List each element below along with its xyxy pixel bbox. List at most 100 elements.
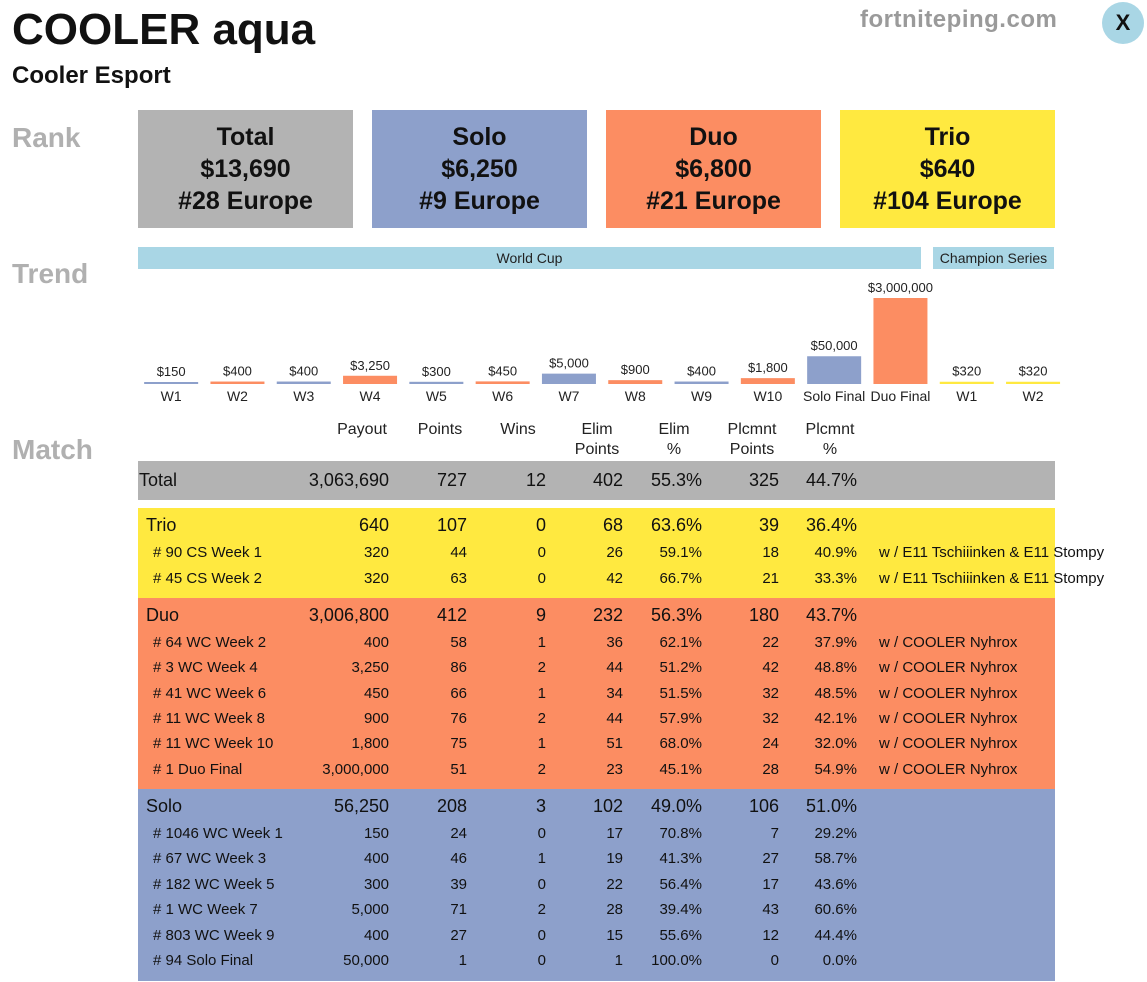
cell-plc-pct: 44.4%	[814, 927, 857, 944]
total-band	[138, 461, 1055, 500]
cell-plc-points: 325	[748, 470, 779, 490]
table-row[interactable]: # 803 WC Week 9 400 27 0 15 55.6% 12 44.4%	[0, 923, 1147, 948]
group-summary-row[interactable]: Duo 3,006,800 412 9 232 56.3% 180 43.7%	[0, 603, 1147, 628]
row-label: # 90 CS Week 1	[153, 544, 262, 561]
column-header-points[interactable]: Points	[417, 421, 463, 438]
cell-plc-points: 17	[762, 876, 779, 893]
cell-plc-pct: 29.2%	[814, 825, 857, 842]
cell-payout: 400	[363, 927, 389, 944]
cell-elim-points: 102	[592, 796, 623, 816]
column-header-payout[interactable]: Payout	[337, 421, 387, 438]
table-row[interactable]: # 11 WC Week 8 900 76 2 44 57.9% 32 42.1% w / CO…	[0, 706, 1147, 731]
column-header-wins[interactable]: Wins	[500, 421, 536, 438]
trend-category-label: W5	[426, 388, 447, 404]
trend-category-label: W7	[558, 388, 579, 404]
table-row[interactable]: # 90 CS Week 1 320 44 0 26 59.1% 18 40.9% w / E1…	[0, 540, 1147, 565]
cell-plc-pct: 58.7%	[814, 850, 857, 867]
cell-elim-points: 44	[606, 659, 623, 676]
section-label-rank: Rank	[12, 122, 81, 153]
trend-bar	[608, 380, 663, 384]
cell-wins: 2	[537, 710, 546, 727]
table-row[interactable]: # 1 WC Week 7 5,000 71 2 28 39.4% 43 60.6%	[0, 897, 1147, 922]
cell-points: 27	[450, 927, 467, 944]
table-row[interactable]: # 41 WC Week 6 450 66 1 34 51.5% 32 48.5% w / CO…	[0, 681, 1147, 706]
rank-card-rank: #21 Europe	[646, 187, 781, 215]
cell-points: 63	[450, 570, 467, 587]
cell-payout: 3,000,000	[322, 761, 389, 778]
cell-partner: w / COOLER Nyhrox	[879, 761, 1018, 778]
cell-points: 39	[450, 876, 467, 893]
column-header-elim-points[interactable]: Elim Points	[574, 421, 620, 458]
cell-points: 58	[450, 634, 467, 651]
trend-value-label: $400	[289, 364, 318, 379]
cell-wins: 2	[537, 659, 546, 676]
cell-points: 44	[450, 544, 467, 561]
trend-bar	[276, 381, 331, 384]
trend-bar	[740, 378, 795, 384]
column-header-plc-pct[interactable]: Plcmnt %	[805, 421, 855, 458]
table-row[interactable]: # 11 WC Week 10 1,800 75 1 51 68.0% 24 32.0% w /…	[0, 731, 1147, 756]
group-band	[138, 598, 1055, 790]
table-row[interactable]: # 67 WC Week 3 400 46 1 19 41.3% 27 58.7%	[0, 846, 1147, 871]
cell-wins: 12	[525, 470, 546, 490]
column-header-elim-pct[interactable]: Elim %	[658, 421, 690, 458]
column-header-plc-points[interactable]: Plcmnt Points	[727, 421, 777, 458]
trend-value-label: $3,250	[350, 358, 390, 373]
trend-bar	[541, 373, 596, 384]
trend-value-label: $320	[952, 364, 981, 379]
cell-payout: 320	[363, 570, 389, 587]
trend-chart: $150 W1 $400 W2 $400 W3 $3,250 W4 $300 W5 $450 W6 $5…	[144, 280, 1061, 404]
cell-payout: 50,000	[343, 952, 389, 969]
site-logo[interactable]: fortniteping.com	[860, 6, 1058, 33]
table-row[interactable]: # 1046 WC Week 1 150 24 0 17 70.8% 7 29.2%	[0, 821, 1147, 846]
rank-card-trio: Trio $640 #104 Europe	[840, 110, 1055, 228]
table-row[interactable]: # 3 WC Week 4 3,250 86 2 44 51.2% 42 48.8% w / C…	[0, 655, 1147, 680]
rank-card-total: Total $13,690 #28 Europe	[138, 110, 353, 228]
table-row[interactable]: # 182 WC Week 5 300 39 0 22 56.4% 17 43.6%	[0, 872, 1147, 897]
trend-bar	[210, 381, 265, 384]
cell-wins: 2	[537, 761, 546, 778]
cell-payout: 300	[363, 876, 389, 893]
cell-elim-points: 19	[606, 850, 623, 867]
trend-category-label: Duo Final	[870, 388, 930, 404]
cell-wins: 0	[537, 952, 546, 969]
trend-value-label: $450	[488, 363, 517, 378]
row-label: # 41 WC Week 6	[153, 685, 267, 702]
total-row[interactable]: Total 3,063,690 727 12 402 55.3% 325 44.7%	[0, 468, 1147, 493]
cell-wins: 0	[537, 876, 546, 893]
table-row[interactable]: # 45 CS Week 2 320 63 0 42 66.7% 21 33.3% w / E1…	[0, 566, 1147, 591]
row-label: # 1 Duo Final	[153, 761, 243, 778]
cell-plc-pct: 60.6%	[814, 901, 857, 918]
cell-elim-points: 1	[614, 952, 623, 969]
cell-elim-points: 36	[606, 634, 623, 651]
team-name: Cooler Esport	[12, 62, 171, 89]
table-row[interactable]: # 1 Duo Final 3,000,000 51 2 23 45.1% 28 54.9% w…	[0, 757, 1147, 782]
cell-plc-pct: 0.0%	[822, 952, 857, 969]
cell-plc-points: 32	[762, 710, 779, 727]
cell-elim-pct: 57.9%	[659, 710, 702, 727]
cell-payout: 56,250	[333, 796, 389, 816]
cell-plc-pct: 36.4%	[805, 515, 857, 535]
trend-bar	[873, 298, 928, 384]
table-row[interactable]: # 94 Solo Final 50,000 1 0 1 100.0% 0 0.0%	[0, 948, 1147, 973]
table-row[interactable]: # 64 WC Week 2 400 58 1 36 62.1% 22 37.9% w / CO…	[0, 630, 1147, 655]
cell-wins: 0	[537, 570, 546, 587]
cell-wins: 1	[537, 735, 546, 752]
cell-plc-pct: 43.7%	[805, 605, 857, 625]
cell-plc-points: 12	[762, 927, 779, 944]
cell-plc-pct: 54.9%	[814, 761, 857, 778]
cell-elim-pct: 51.2%	[659, 659, 702, 676]
cell-plc-pct: 40.9%	[814, 544, 857, 561]
cell-plc-pct: 48.8%	[814, 659, 857, 676]
group-summary-row[interactable]: Solo 56,250 208 3 102 49.0% 106 51.0%	[0, 794, 1147, 819]
cell-wins: 0	[537, 544, 546, 561]
rank-card-earnings: $6,800	[675, 155, 752, 183]
close-button[interactable]: X	[1102, 2, 1144, 44]
trend-bar	[409, 381, 464, 384]
cell-payout: 640	[358, 515, 389, 535]
group-summary-row[interactable]: Trio 640 107 0 68 63.6% 39 36.4%	[0, 513, 1147, 538]
trend-category-label: W1	[161, 388, 182, 404]
cell-partner: w / COOLER Nyhrox	[879, 634, 1018, 651]
cell-payout: 450	[363, 685, 389, 702]
cell-wins: 3	[535, 796, 546, 816]
